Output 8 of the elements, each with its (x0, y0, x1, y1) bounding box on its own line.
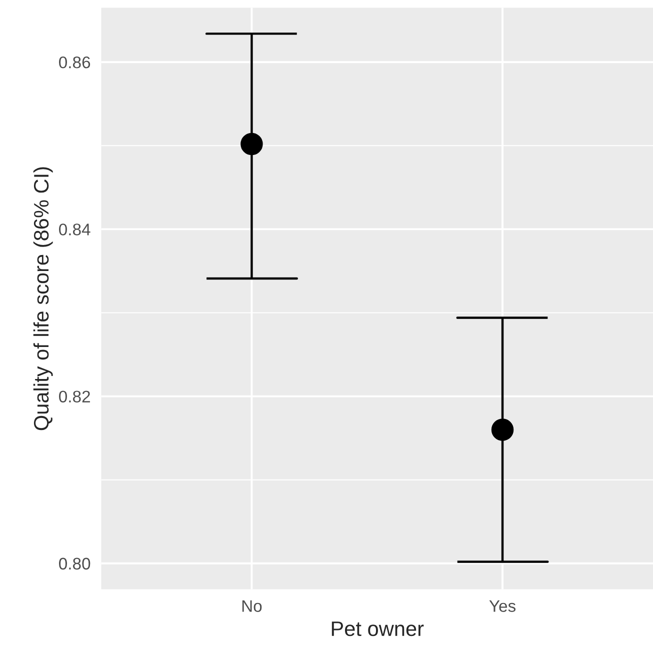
x-axis-title: Pet owner (332, 622, 424, 636)
y-tick-label: 0.82 (59, 390, 90, 402)
x-tick-label: No (242, 600, 262, 612)
x-tick-label: Yes (489, 600, 516, 612)
y-tick-label: 0.84 (59, 224, 90, 236)
y-tick-label: 0.86 (59, 56, 90, 68)
y-axis-title: Quality of life score (86% CI) (33, 167, 53, 430)
y-tick-label: 0.80 (59, 558, 90, 570)
